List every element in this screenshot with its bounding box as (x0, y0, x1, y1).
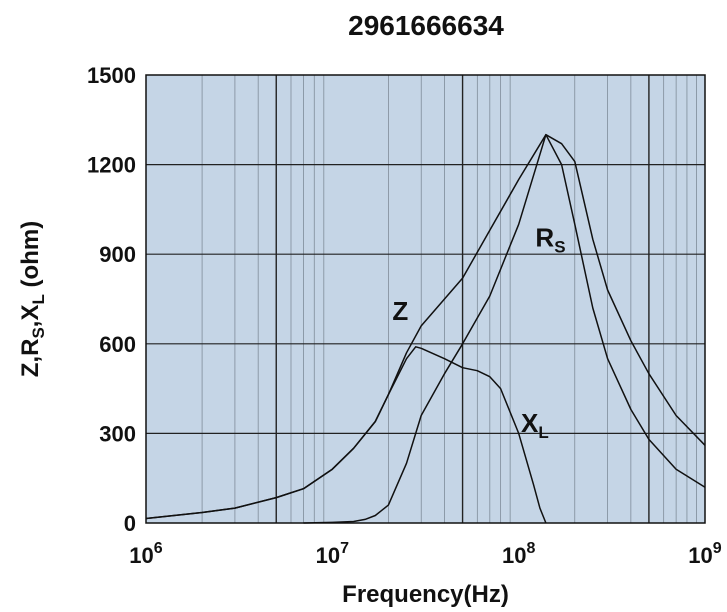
y-tick-labels: 0 300 600 900 1200 1500 (87, 63, 136, 536)
y-tick-label: 1200 (87, 153, 136, 178)
series-layer (145, 133, 706, 524)
x-tick-label: 107 (316, 540, 349, 568)
series-line-xl (145, 346, 547, 524)
x-tick-label: 109 (688, 540, 721, 568)
series-label-xl: XL (521, 408, 549, 442)
plot-area (146, 75, 705, 523)
y-axis-label: Z,RS,XL (ohm) (17, 221, 48, 377)
series-label-z: Z (392, 296, 408, 326)
y-tick-label: 1500 (87, 63, 136, 88)
x-tick-labels: 106 107 108 109 (129, 540, 721, 568)
x-axis-label: Frequency(Hz) (342, 581, 509, 608)
x-tick-label: 108 (502, 540, 535, 568)
y-tick-label: 0 (124, 511, 136, 536)
chart-title: 2961666634 (348, 10, 504, 41)
y-tick-label: 600 (99, 332, 136, 357)
y-tick-label: 900 (99, 242, 136, 267)
series-label-rs: RS (535, 223, 565, 257)
y-tick-label: 300 (99, 421, 136, 446)
series-line-rs (303, 133, 706, 524)
x-tick-label: 106 (129, 540, 162, 568)
plot-frame (145, 74, 706, 524)
grid (146, 75, 705, 523)
